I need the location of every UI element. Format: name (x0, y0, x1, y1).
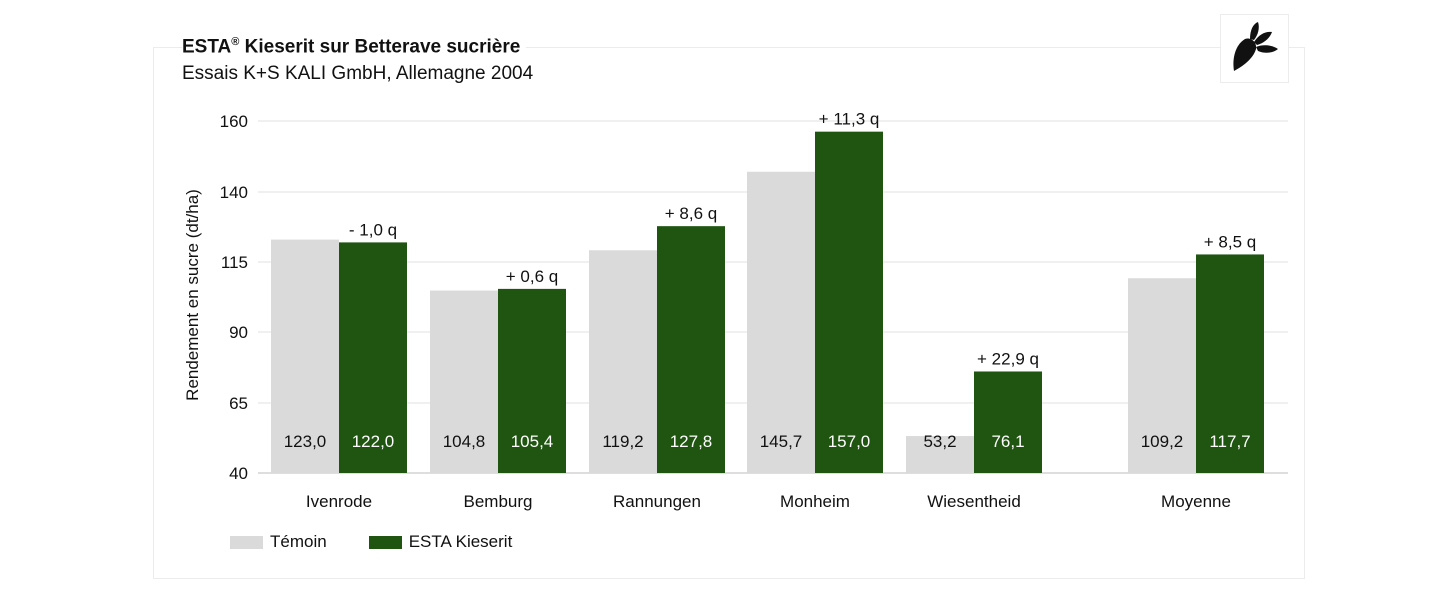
bar-treatment (498, 288, 566, 473)
y-tick-label: 140 (220, 183, 248, 202)
data-labels: 123,0 122,0 - 1,0 q Ivenrode 104,8 105,4 + 0,6… (284, 110, 1257, 511)
legend-item-control: Témoin (230, 532, 327, 552)
sugar-beet-icon (1233, 22, 1278, 71)
bar-control (747, 171, 815, 473)
legend: Témoin ESTA Kieserit (230, 532, 554, 552)
data-label-treatment: 105,4 (511, 432, 554, 451)
data-label-control: 53,2 (923, 432, 956, 451)
y-axis-label: Rendement en sucre (dt/ha) (183, 189, 202, 401)
data-label-control: 145,7 (760, 432, 803, 451)
bars (271, 131, 1264, 473)
data-label-treatment: 117,7 (1209, 432, 1250, 451)
y-tick-label: 115 (221, 253, 248, 272)
chart-title: ESTA® Kieserit sur Betterave sucrière (182, 36, 527, 59)
bar-treatment (657, 226, 725, 473)
bar-control (906, 436, 974, 473)
bar-control (271, 239, 339, 473)
data-label-control: 104,8 (443, 432, 486, 451)
x-tick-label: Ivenrode (306, 492, 372, 511)
x-tick-label: Monheim (780, 492, 850, 511)
difference-annotation: + 0,6 q (506, 267, 558, 286)
difference-annotation: - 1,0 q (349, 220, 397, 239)
y-tick-label: 90 (229, 323, 248, 342)
data-label-treatment: 122,0 (352, 432, 395, 451)
legend-item-treatment: ESTA Kieserit (368, 532, 513, 552)
bar-treatment (815, 131, 883, 473)
x-tick-label: Wiesentheid (927, 492, 1021, 511)
legend-swatch-treatment (368, 535, 402, 549)
difference-annotation: + 8,5 q (1204, 232, 1256, 251)
bar-control (589, 250, 657, 473)
logo-box (1220, 14, 1289, 83)
data-label-control: 109,2 (1141, 432, 1184, 451)
difference-annotation: + 11,3 q (819, 110, 880, 129)
bar-treatment (339, 242, 407, 473)
difference-annotation: + 22,9 q (977, 349, 1039, 368)
legend-label-treatment: ESTA Kieserit (408, 532, 513, 551)
data-label-control: 119,2 (602, 432, 643, 451)
data-label-treatment: 127,8 (670, 432, 713, 451)
legend-swatch-control (230, 535, 263, 549)
difference-annotation: + 8,6 q (665, 204, 717, 223)
data-label-treatment: 76,1 (991, 432, 1024, 451)
legend-label-control: Témoin (270, 532, 327, 551)
data-label-control: 123,0 (284, 432, 327, 451)
bar-treatment (1196, 254, 1264, 473)
bar-control (1128, 278, 1196, 473)
y-tick-label: 40 (229, 464, 248, 483)
x-tick-label: Bemburg (464, 492, 533, 511)
y-tick-label: 65 (229, 394, 248, 413)
chart-subtitle: Essais K+S KALI GmbH, Allemagne 2004 (182, 63, 534, 84)
bar-treatment (974, 371, 1042, 473)
data-label-treatment: 157,0 (828, 432, 871, 451)
x-tick-label: Moyenne (1161, 492, 1231, 511)
bar-control (430, 290, 498, 473)
x-tick-label: Rannungen (613, 492, 701, 511)
y-tick-label: 160 (220, 112, 248, 131)
